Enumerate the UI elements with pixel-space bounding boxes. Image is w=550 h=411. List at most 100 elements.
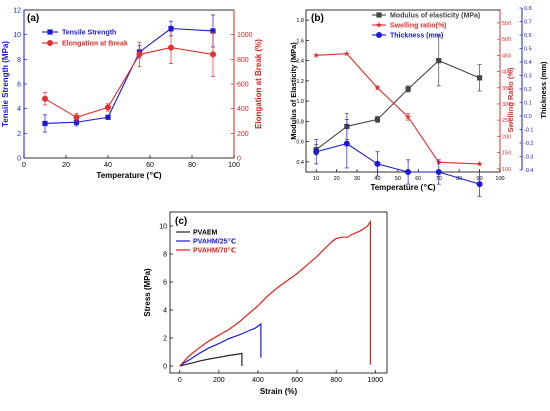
panel-a-y2-tick-label: 0: [237, 156, 241, 163]
panel-b-legend-marker: [375, 21, 383, 28]
panel-a-y-tick-label: 12: [13, 8, 21, 15]
panel-b-y2-tick-label: 300: [502, 102, 511, 108]
panel-b-y3-tick-label: 0.1: [524, 101, 532, 107]
panel-c-x-tick-label: 1000: [367, 377, 383, 384]
panel-c-x-tick-label: 200: [213, 377, 225, 384]
panel-a-x-tick-label: 100: [228, 162, 240, 169]
panel-a-series-1-point: [105, 104, 111, 111]
panel-c-y-axis-label: Stress (MPa): [143, 268, 152, 317]
panel-a-y-tick-label: 2: [17, 131, 21, 138]
panel-a-y-tick-label: 6: [17, 82, 21, 89]
panel-a-y2-tick-label: 800: [237, 57, 249, 64]
panel-a-y2-tick-label: 1000: [237, 32, 253, 39]
panel-c-y-tick-label: 2: [163, 336, 167, 343]
panel-c-legend-label: PVAHM/25℃: [193, 238, 236, 246]
panel-b-y3-tick-label: -0.2: [524, 141, 533, 147]
panel-a-series-1-point: [73, 114, 80, 121]
panel-c-y-tick-label: 6: [163, 280, 167, 287]
panel-c-y-tick-label: 0: [163, 364, 167, 371]
panel-b-series-0-point: [476, 75, 483, 81]
panel-b-legend-marker: [376, 12, 382, 18]
panel-b-x-tick-label: 20: [334, 176, 340, 182]
panel-b-y3-tick-label: 0.0: [524, 114, 532, 120]
panel-a-series-0-point: [105, 114, 111, 120]
panel-a-x-tick-label: 60: [146, 162, 154, 169]
panel-b-y-tick-label: 0.4: [296, 160, 304, 166]
panel-b-y-tick-label: 1.2: [296, 79, 304, 85]
panel-c-series-1-line: [179, 322, 262, 367]
panel-b-series-1-point: [313, 52, 320, 58]
panel-b-x-tick-label: 60: [415, 176, 421, 182]
panel-a-series-0-point: [73, 119, 80, 125]
panel-a-legend-label: Tensile Strength: [62, 30, 116, 37]
panel-c-x-tick-label: 400: [252, 377, 264, 384]
panel-b-legend-marker: [376, 32, 382, 38]
panel-c-x-tick-label: 600: [291, 377, 303, 384]
panel-c-y-tick-label: 8: [163, 252, 167, 259]
panel-c-label: (c): [175, 216, 187, 227]
panel-a-x-axis-label: Temperature (℃): [96, 171, 161, 180]
panel-c-legend-label: PVAHM/70℃: [193, 247, 236, 255]
panel-c-frame: [169, 211, 388, 374]
panel-b-series-2-line: [316, 143, 480, 185]
panel-b-y3-axis-label: Thickness (mm): [539, 61, 548, 119]
panel-a-legend-marker: [47, 40, 53, 46]
panel-c-x-axis-label: Strain (%): [260, 387, 298, 396]
panel-a-y-tick-label: 8: [17, 57, 21, 64]
panel-b-y2-tick-label: 200: [502, 134, 511, 140]
panel-a-y2-axis-label: Elongation at Break (%): [254, 39, 263, 129]
panel-b-series-1-point: [343, 50, 350, 57]
panel-b-y-tick-label: 1.8: [296, 18, 304, 24]
panel-a-series-1-line: [44, 47, 214, 118]
panel-c-series-0-line: [179, 352, 243, 367]
panel-b-series-2-point: [405, 169, 412, 175]
panel-a-series-0-line: [44, 27, 214, 125]
panel-b-series-1-point: [374, 84, 381, 91]
panel-b-y2-tick-label: 500: [502, 37, 511, 43]
panel-b-series-0-point: [436, 58, 442, 64]
panel-b-y3-tick-label: 0.3: [524, 74, 532, 80]
panel-b-y2-tick-label: 400: [502, 70, 511, 76]
panel-c-series-2-line: [179, 219, 371, 367]
panel-b-y3-tick-label: -0.3: [524, 155, 533, 161]
panel-b-y3-tick-label: 0.4: [524, 60, 532, 66]
panel-a-series-1-point: [42, 95, 48, 102]
panel-a-y-tick-label: 0: [17, 156, 21, 163]
panel-b-y3-tick-label: -0.4: [524, 168, 533, 174]
panel-b-series-0-line: [315, 59, 480, 151]
panel-a-legend-marker: [47, 29, 53, 35]
panel-b-y-tick-label: 1.4: [296, 59, 304, 65]
panel-b-y3-tick-label: 0.6: [524, 33, 532, 39]
panel-a-series-1-point: [210, 51, 216, 58]
panel-a-x-tick-label: 0: [22, 162, 26, 169]
panel-b-y2-tick-label: 550: [502, 21, 511, 27]
panel-a-y2-tick-label: 400: [237, 106, 249, 113]
panel-c-x-tick-label: 0: [178, 377, 182, 384]
panel-b-y3-tick-label: 0.7: [524, 20, 532, 26]
panel-b-y3-tick-label: -0.1: [524, 128, 533, 134]
panel-b-y2-axis-label: Swelling Ratio (%): [506, 67, 515, 133]
panel-b-legend-label: Thickness (mm): [390, 33, 443, 40]
panel-b-series-2-point: [435, 169, 442, 175]
panel-a-x-tick-label: 20: [62, 162, 70, 169]
panel-b-x-tick-label: 40: [374, 176, 380, 182]
panel-a-legend-label: Elongation at Break: [62, 41, 128, 48]
panel-a-series-1-point: [136, 51, 143, 58]
panel-c-legend-label: PVAEM: [193, 230, 218, 237]
panel-b-y2-tick-label: 450: [502, 53, 511, 59]
panel-a-y2-tick-label: 200: [237, 131, 249, 138]
panel-b-x-tick-label: 50: [395, 176, 401, 182]
panel-b-y-tick-label: 1.6: [296, 38, 304, 44]
panel-a-y2-tick-label: 600: [237, 82, 249, 89]
panel-b-y-tick-label: 0.6: [296, 140, 304, 146]
panel-b-y-axis-label: Modulus of Elasticity (MPa): [289, 42, 298, 140]
panel-b-series-2-point: [343, 140, 350, 147]
panel-b-x-tick-label: 30: [354, 176, 360, 182]
panel-b-series-0-point: [374, 116, 381, 122]
panel-c-y-tick-label: 10: [159, 224, 167, 231]
panel-b-y2-tick-label: 100: [502, 167, 511, 173]
panel-b-y3-tick-label: 0.2: [524, 87, 532, 93]
panel-a-y-tick-label: 4: [17, 106, 21, 113]
panel-a-y-tick-label: 10: [13, 32, 21, 39]
